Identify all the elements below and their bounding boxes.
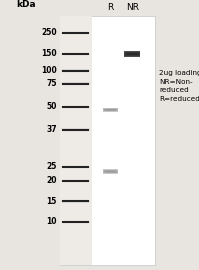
Bar <box>61 69 90 72</box>
Bar <box>124 52 140 56</box>
Bar <box>104 109 117 111</box>
Bar <box>105 109 116 111</box>
Bar <box>126 53 139 55</box>
Text: 100: 100 <box>41 66 57 75</box>
Text: 150: 150 <box>41 49 57 59</box>
Bar <box>104 170 117 173</box>
Text: 37: 37 <box>46 125 57 134</box>
Bar <box>104 109 117 111</box>
Bar <box>107 171 114 172</box>
Bar <box>105 109 116 111</box>
Bar <box>127 53 137 55</box>
Text: 50: 50 <box>46 102 57 112</box>
Text: 20: 20 <box>46 176 57 185</box>
Bar <box>105 171 116 173</box>
Bar <box>61 200 90 202</box>
Bar <box>61 82 90 85</box>
Bar <box>60 16 92 265</box>
Bar <box>61 53 90 55</box>
Text: 75: 75 <box>46 79 57 88</box>
Text: 25: 25 <box>46 162 57 171</box>
Text: NR: NR <box>126 3 139 12</box>
Bar <box>61 128 90 131</box>
Bar <box>106 109 115 110</box>
Bar <box>61 106 90 108</box>
Bar <box>103 169 118 174</box>
Bar <box>106 171 115 172</box>
Bar <box>61 180 90 182</box>
Text: R: R <box>107 3 114 12</box>
Bar <box>127 53 138 55</box>
Bar <box>61 221 90 223</box>
Bar <box>103 108 118 112</box>
Text: 250: 250 <box>41 28 57 38</box>
Text: 10: 10 <box>46 217 57 227</box>
Bar <box>61 32 90 34</box>
Bar <box>104 170 117 173</box>
Text: kDa: kDa <box>16 1 36 9</box>
Bar <box>126 53 139 55</box>
Bar <box>103 108 118 112</box>
Bar <box>61 166 90 168</box>
Bar <box>125 52 140 56</box>
Bar <box>107 171 114 172</box>
Bar <box>103 170 118 173</box>
Bar <box>105 171 116 172</box>
Text: 15: 15 <box>46 197 57 206</box>
Bar <box>128 53 137 55</box>
Bar <box>60 16 155 265</box>
Text: 2ug loading
NR=Non-
reduced
R=reduced: 2ug loading NR=Non- reduced R=reduced <box>159 70 199 102</box>
Bar <box>124 51 140 57</box>
